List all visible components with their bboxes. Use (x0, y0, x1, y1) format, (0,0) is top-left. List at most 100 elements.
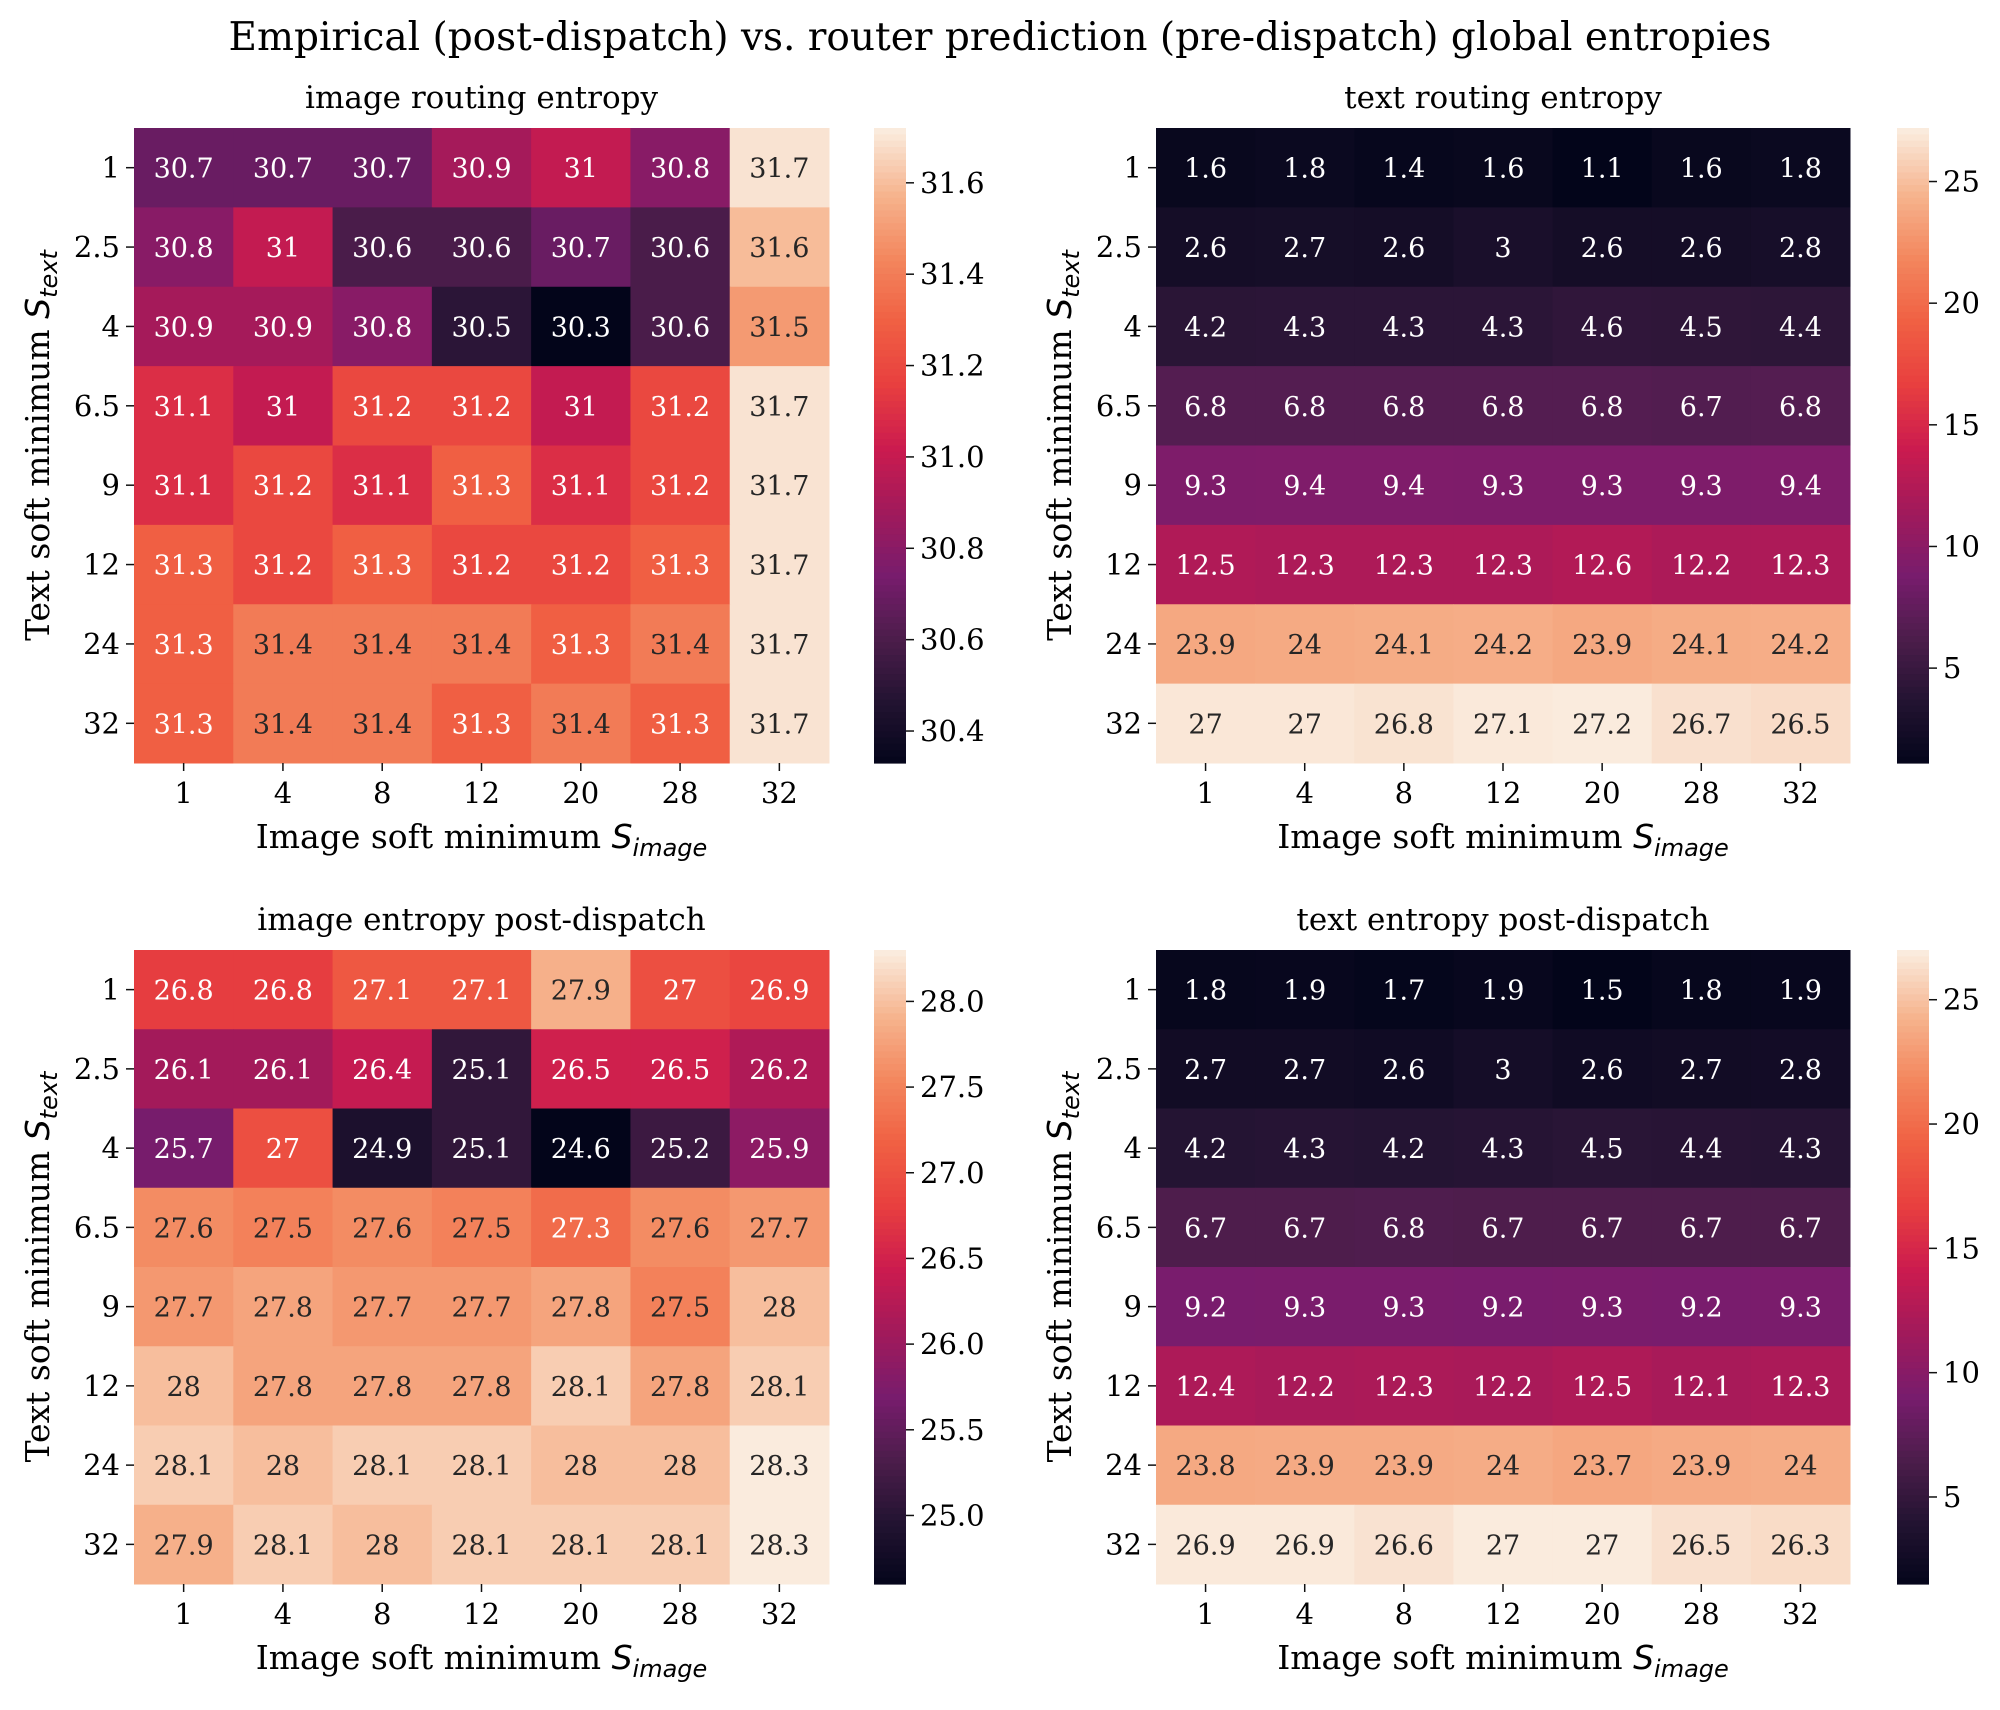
cell-value-label: 26.5 (650, 1055, 710, 1086)
colorbar-segment (874, 1038, 906, 1046)
cell-value-label: 9.3 (1581, 471, 1624, 502)
cell-value-label: 27.8 (253, 1293, 313, 1324)
colorbar-segment (1897, 597, 1929, 605)
colorbar-segment (1897, 458, 1929, 466)
cell-value-label: 9.2 (1482, 1293, 1525, 1324)
colorbar-segment (874, 1279, 906, 1287)
heatmap-cell (1255, 286, 1355, 367)
heatmap-cell (531, 1108, 631, 1189)
y-tick-label: 6.5 (1096, 1210, 1142, 1244)
colorbar-segment (874, 1450, 906, 1458)
y-tick-label: 12 (1105, 1369, 1142, 1403)
cell-value-label: 6.8 (1382, 1213, 1425, 1244)
colorbar-segment (874, 248, 906, 256)
heatmap-cell (1453, 1108, 1554, 1189)
heatmap-cell (1255, 1425, 1355, 1506)
cell-value-label: 2.7 (1283, 233, 1326, 264)
colorbar-segment (874, 521, 906, 529)
colorbar-segment (874, 699, 906, 707)
y-tick-label: 12 (83, 1369, 120, 1403)
cell-value-label: 4.2 (1382, 1134, 1425, 1165)
cell-value-label: 26.2 (749, 1055, 809, 1086)
colorbar-segment (1897, 667, 1929, 675)
cell-value-label: 28.1 (352, 1451, 412, 1482)
cell-value-label: 4.4 (1680, 1134, 1723, 1165)
y-tick-label: 9 (102, 1290, 120, 1324)
heatmap-cell (1354, 950, 1454, 1030)
colorbar-segment (874, 489, 906, 497)
colorbar-segment (1897, 1336, 1929, 1344)
colorbar-segment (874, 445, 906, 453)
colorbar-segment (1897, 1228, 1929, 1236)
cell-value-label: 24.6 (551, 1134, 611, 1165)
colorbar-segment (874, 166, 906, 174)
colorbar-segment (874, 1019, 906, 1027)
heatmap-cell (1354, 286, 1454, 367)
heatmap-cell (332, 128, 433, 208)
colorbar-segment (874, 1393, 906, 1401)
colorbar-segment (874, 975, 906, 983)
cell-value-label: 12.2 (1275, 1372, 1335, 1403)
heatmap-cell (1255, 207, 1355, 288)
cell-value-label: 23.7 (1572, 1451, 1632, 1482)
cell-value-label: 31.7 (749, 392, 809, 423)
heatmap-cell (1453, 366, 1554, 446)
heatmap-cell (134, 524, 234, 605)
colorbar-segment (1897, 1216, 1929, 1224)
heatmap-cell (1750, 286, 1851, 367)
colorbar-segment (1897, 1108, 1929, 1116)
colorbar-segment (1897, 1000, 1929, 1008)
colorbar-segment (1897, 439, 1929, 447)
colorbar-segment (874, 1222, 906, 1230)
cell-value-label: 31.4 (253, 630, 313, 661)
colorbar-tick-label: 25.5 (920, 1413, 985, 1447)
cell-value-label: 31.2 (650, 392, 710, 423)
cell-value-label: 31 (564, 154, 598, 185)
cell-value-label: 31.1 (154, 471, 214, 502)
colorbar-segment (874, 1076, 906, 1084)
cell-value-label: 30.7 (154, 154, 214, 185)
heatmap-cell (1651, 1187, 1752, 1268)
colorbar-segment (1897, 705, 1929, 713)
y-axis-label-text: Text soft minimum (1040, 1140, 1079, 1462)
cell-value-label: 2.8 (1779, 1055, 1822, 1086)
cell-value-label: 25.7 (154, 1134, 214, 1165)
colorbar-segment (874, 604, 906, 612)
heatmap-cell (1255, 445, 1355, 526)
cell-value-label: 9.4 (1382, 471, 1425, 502)
colorbar-segment (874, 1298, 906, 1306)
colorbar-segment (1897, 261, 1929, 269)
heatmap-cell (233, 1425, 334, 1506)
heatmap-cell (729, 1425, 830, 1506)
colorbar-segment (1897, 337, 1929, 345)
heatmap-cell (431, 1108, 532, 1189)
colorbar-segment (874, 178, 906, 186)
colorbar-segment (874, 1159, 906, 1167)
colorbar-segment (874, 140, 906, 148)
heatmap-cell (1651, 524, 1752, 605)
cell-value-label: 9.3 (1680, 471, 1723, 502)
colorbar-segment (874, 1412, 906, 1420)
colorbar-segment (874, 1431, 906, 1439)
cell-value-label: 6.8 (1184, 392, 1227, 423)
cell-value-label: 27 (663, 976, 697, 1007)
heatmap-cell (233, 1029, 334, 1109)
heatmap-cell (233, 1346, 334, 1426)
cell-value-label: 31.4 (451, 630, 511, 661)
cell-value-label: 2.7 (1680, 1055, 1723, 1086)
colorbar-segment (1897, 178, 1929, 186)
heatmap-cell (1750, 1504, 1851, 1585)
cell-value-label: 6.8 (1779, 392, 1822, 423)
y-tick-label: 9 (1124, 1290, 1142, 1324)
colorbar-segment (1897, 1564, 1929, 1572)
colorbar-segment (1897, 724, 1929, 732)
colorbar-segment (874, 1349, 906, 1357)
x-tick-label: 8 (1395, 776, 1413, 810)
cell-value-label: 31.2 (451, 392, 511, 423)
colorbar-segment (874, 1209, 906, 1217)
heatmap-cell (233, 1187, 334, 1268)
colorbar-segment (1897, 318, 1929, 326)
colorbar-segment (1897, 432, 1929, 440)
cell-value-label: 26.9 (749, 976, 809, 1007)
colorbar-segment (1897, 496, 1929, 504)
